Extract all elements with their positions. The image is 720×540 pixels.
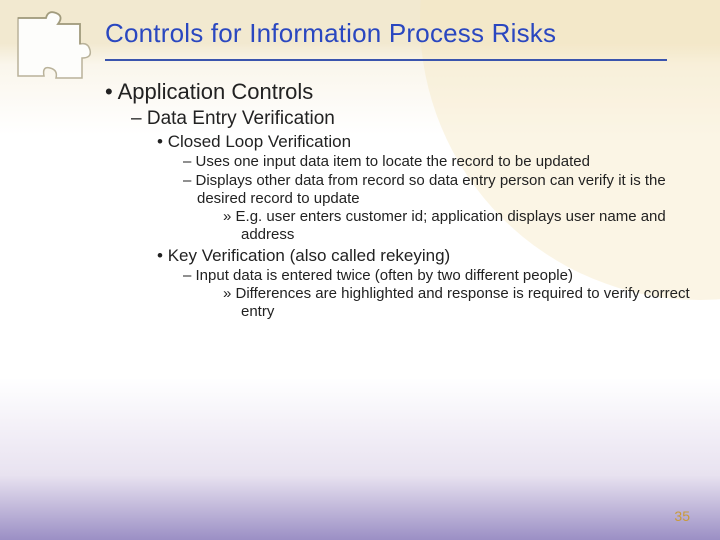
bullet-l3a-text: Closed Loop Verification: [168, 132, 351, 151]
title-underline: [105, 59, 667, 61]
bullet-l3b-text: Key Verification (also called rekeying): [168, 246, 451, 265]
bullet-l4a: Uses one input data item to locate the r…: [183, 153, 690, 171]
bullet-l5b-text: Differences are highlighted and response…: [236, 285, 690, 320]
bullet-l3a: Closed Loop Verification Uses one input …: [157, 132, 690, 244]
bullet-l1: Application Controls Data Entry Verifica…: [105, 79, 690, 321]
bullet-l4c-text: Input data is entered twice (often by tw…: [196, 267, 573, 284]
puzzle-icon: [8, 8, 98, 88]
bullet-l4b: Displays other data from record so data …: [183, 172, 690, 244]
bullet-l1-text: Application Controls: [118, 79, 314, 104]
slide-body: Application Controls Data Entry Verifica…: [105, 79, 690, 321]
bullet-l4a-text: Uses one input data item to locate the r…: [196, 153, 590, 170]
slide-title: Controls for Information Process Risks: [105, 18, 690, 49]
bullet-l3b: Key Verification (also called rekeying) …: [157, 246, 690, 321]
page-number: 35: [674, 508, 690, 524]
bullet-l2: Data Entry Verification Closed Loop Veri…: [131, 108, 690, 321]
bullet-l5b: Differences are highlighted and response…: [223, 285, 690, 321]
bullet-l5a: E.g. user enters customer id; applicatio…: [223, 208, 690, 244]
bullet-l5a-text: E.g. user enters customer id; applicatio…: [236, 208, 666, 243]
bullet-l2-text: Data Entry Verification: [147, 108, 335, 129]
slide-content: Controls for Information Process Risks A…: [105, 18, 690, 325]
bullet-l4b-text: Displays other data from record so data …: [196, 172, 666, 207]
bullet-l4c: Input data is entered twice (often by tw…: [183, 267, 690, 321]
